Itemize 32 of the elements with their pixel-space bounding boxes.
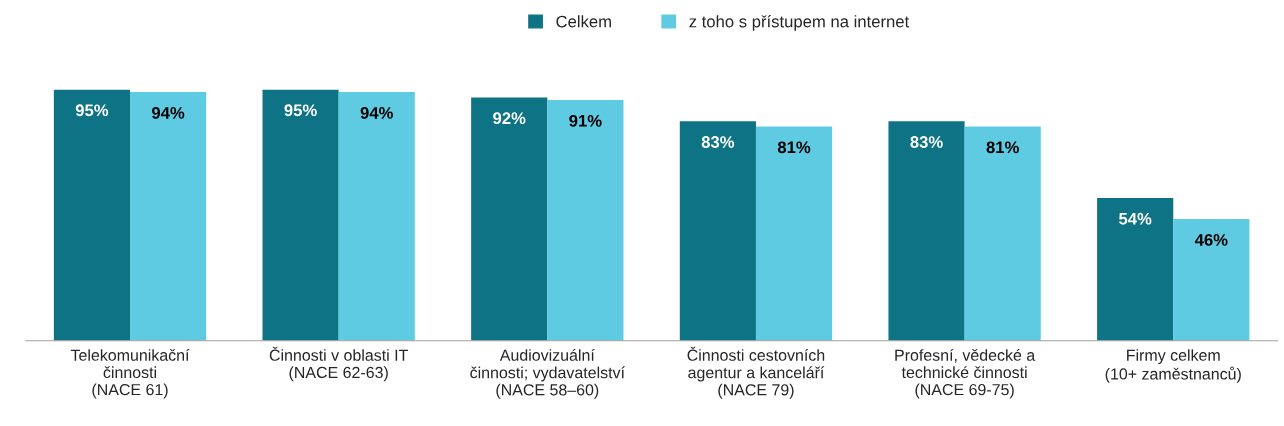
legend-label: z toho s přístupem na internet xyxy=(689,15,910,31)
bar xyxy=(53,89,131,341)
bar xyxy=(755,126,833,341)
bar xyxy=(679,121,756,341)
bar xyxy=(471,97,548,341)
data-label: 81% xyxy=(986,141,1019,154)
data-label: 95% xyxy=(284,104,317,117)
data-label: 54% xyxy=(1119,212,1152,225)
x-tick-label: Firmy celkem (10+ zaměstnanců) xyxy=(1105,349,1241,383)
data-label: 83% xyxy=(701,136,735,148)
data-label: 91% xyxy=(569,114,602,127)
bar xyxy=(130,92,207,341)
x-tick-label: Činnosti cestovních agentur a kanceláří (NACE 79) xyxy=(687,346,825,399)
bar xyxy=(1173,219,1250,341)
bar xyxy=(964,126,1041,341)
bar xyxy=(1097,197,1174,341)
data-label: 83% xyxy=(910,136,943,148)
data-label: 94% xyxy=(360,107,393,119)
x-tick-label: Audiovizuální činnosti; vydavatelství (NACE 58–60) xyxy=(470,348,625,399)
bar xyxy=(547,100,624,341)
bar xyxy=(338,92,415,341)
data-label: 94% xyxy=(151,107,185,119)
data-label: 46% xyxy=(1194,233,1228,246)
data-label: 95% xyxy=(75,104,109,117)
x-tick-label: Profesní, vědecké a technické činnosti (NACE 69-75) xyxy=(895,348,1036,399)
data-label: 92% xyxy=(493,112,526,125)
data-label: 81% xyxy=(777,141,811,154)
legend-label: Celkem xyxy=(556,15,611,28)
bar xyxy=(888,121,965,341)
x-tick-label: Činnosti v oblasti IT (NACE 62-63) xyxy=(269,346,408,382)
bar xyxy=(262,89,339,341)
x-tick-label: Telekomunikační činnosti (NACE 61) xyxy=(70,348,190,399)
